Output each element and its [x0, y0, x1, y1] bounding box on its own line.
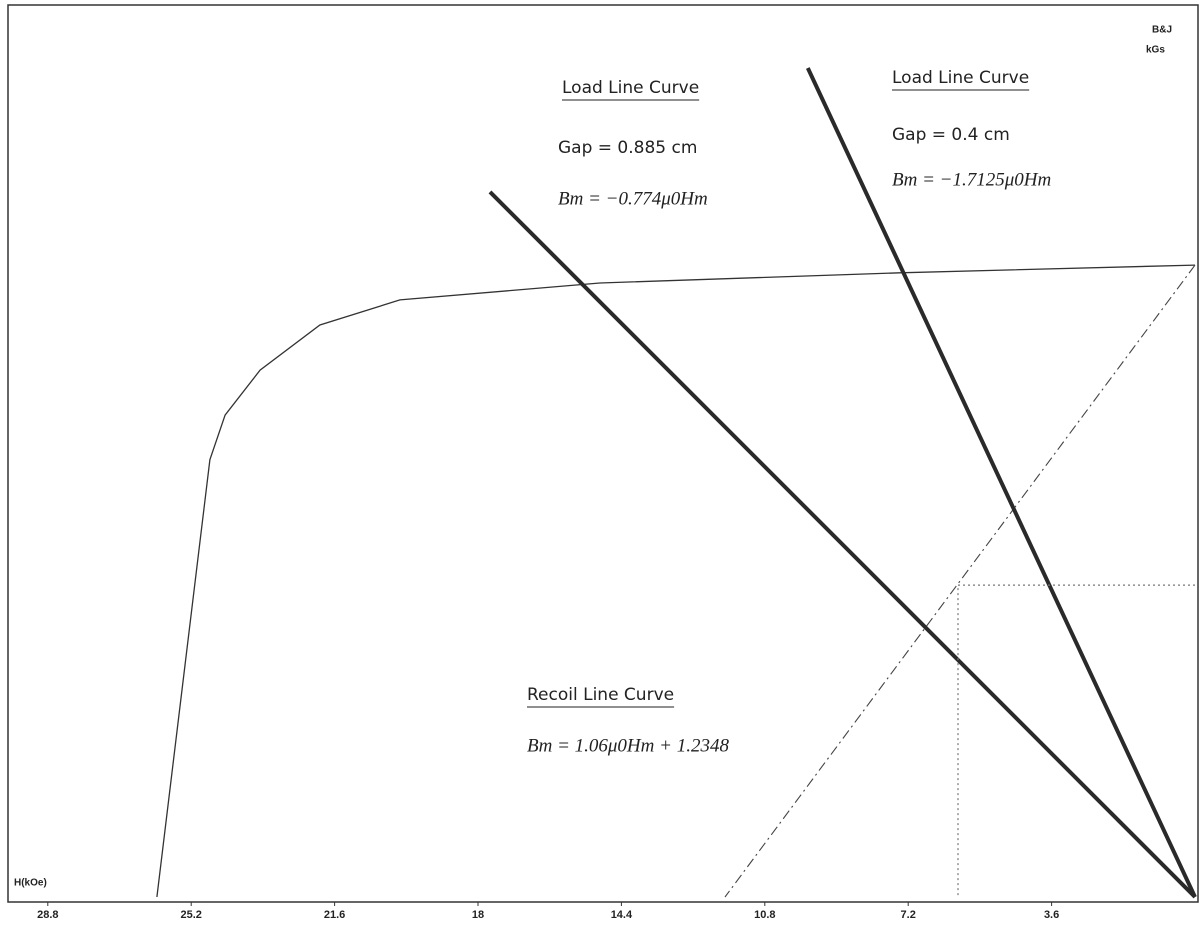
annotation-formula: Bm = −0.774μ0Hm — [558, 188, 708, 209]
data-line — [488, 190, 1197, 899]
annotation-formula: Bm = 1.06μ0Hm + 1.2348 — [527, 735, 729, 756]
data-line — [156, 264, 1196, 898]
data-line — [957, 584, 1195, 897]
x-tick-label: 28.8 — [37, 909, 58, 921]
x-tick-label: 7.2 — [901, 909, 916, 921]
y-axis-label: kGs — [1146, 45, 1165, 56]
annotation-formula: Bm = −1.7125μ0Hm — [892, 169, 1051, 190]
annotation-title: Recoil Line Curve — [527, 685, 674, 705]
x-tick-label: 10.8 — [754, 909, 775, 921]
x-tick-label: 25.2 — [180, 909, 201, 921]
plot-frame — [7, 4, 1199, 903]
annotation-title: Load Line Curve — [562, 78, 699, 98]
data-line — [724, 264, 1196, 898]
x-tick-label: 21.6 — [324, 909, 345, 921]
annotation-title: Load Line Curve — [892, 68, 1029, 88]
data-line — [805, 67, 1197, 898]
x-tick-label: 3.6 — [1044, 909, 1059, 921]
y-axis-label: B&J — [1152, 25, 1172, 36]
x-tick-label: 18 — [472, 909, 484, 921]
annotation-text: Gap = 0.885 cm — [558, 138, 697, 158]
x-axis-label: H(kOe) — [14, 878, 47, 889]
x-tick-label: 14.4 — [611, 909, 633, 921]
annotation-text: Gap = 0.4 cm — [892, 125, 1010, 145]
